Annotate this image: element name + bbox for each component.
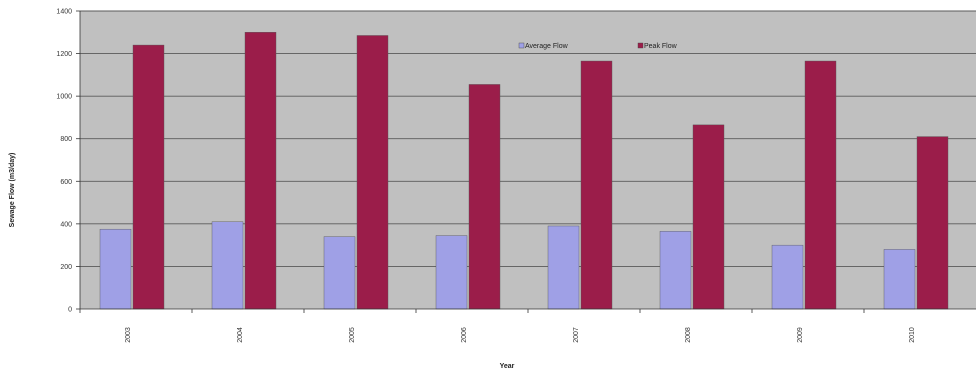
bar-average-flow-2008	[659, 231, 692, 310]
x-tick-label: 2008	[685, 327, 692, 343]
legend-swatch-average-flow	[518, 42, 525, 49]
bar-peak-flow-2010	[916, 136, 949, 310]
bar-average-flow-2004	[211, 221, 244, 310]
bar-peak-flow-2009	[804, 60, 837, 310]
bar-peak-flow-2008	[692, 124, 725, 310]
bar-peak-flow-2006	[468, 84, 501, 310]
bar-average-flow-2009	[771, 244, 804, 310]
bar-peak-flow-2005	[356, 35, 389, 310]
y-tick-label: 800	[60, 136, 72, 143]
x-axis-ticks: 2003 2004 2005 2006 2007 2008 2009 2010	[79, 309, 916, 343]
x-tick-label: 2006	[461, 327, 468, 343]
legend: Average Flow Peak Flow	[518, 42, 678, 50]
bar-peak-flow-2003	[132, 44, 165, 310]
legend-swatch-peak-flow	[637, 42, 644, 49]
bar-average-flow-2007	[547, 225, 580, 310]
y-tick-label: 1400	[56, 9, 72, 16]
y-tick-label: 200	[60, 264, 72, 271]
bar-average-flow-2010	[883, 249, 916, 310]
legend-label-average-flow: Average Flow	[525, 43, 569, 50]
y-tick-label: 1000	[56, 94, 72, 101]
x-tick-label: 2003	[125, 327, 132, 343]
bar-average-flow-2005	[323, 236, 356, 310]
bar-average-flow-2003	[99, 228, 132, 310]
bar-peak-flow-2007	[580, 60, 613, 310]
y-tick-label: 600	[60, 179, 72, 186]
x-tick-label: 2010	[909, 327, 916, 343]
y-tick-label: 1200	[56, 51, 72, 58]
x-tick-label: 2007	[573, 327, 580, 343]
x-tick-label: 2009	[797, 327, 804, 343]
y-tick-label: 400	[60, 221, 72, 228]
x-tick-label: 2005	[349, 327, 356, 343]
legend-label-peak-flow: Peak Flow	[644, 43, 678, 50]
bar-average-flow-2006	[435, 235, 468, 310]
y-axis-title: Sewage Flow (m3/day)	[9, 153, 16, 228]
bars	[99, 32, 949, 310]
x-tick-label: 2004	[237, 327, 244, 343]
bar-peak-flow-2004	[244, 32, 277, 310]
y-tick-label: 0	[68, 307, 72, 314]
x-axis-title: Year	[500, 363, 515, 370]
